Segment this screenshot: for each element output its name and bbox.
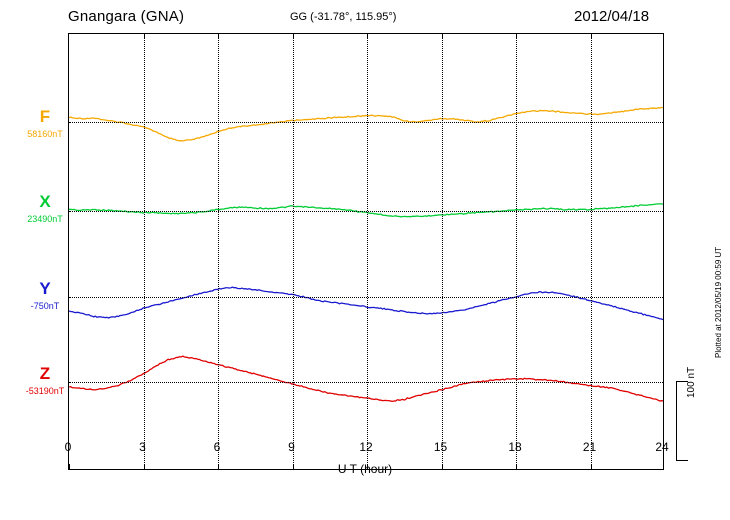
xtick-top-9	[292, 33, 294, 39]
xlabel-0: 0	[64, 440, 72, 454]
channel-baseline-Z: -53190nT	[25, 386, 65, 396]
station-coordinates: GG (-31.78°, 115.95°)	[290, 11, 397, 23]
trace-group	[69, 106, 663, 402]
xtick-12	[367, 464, 368, 470]
xlabel-9: 9	[288, 440, 295, 454]
plot-area	[68, 33, 664, 470]
channel-label-Z: Z	[39, 364, 51, 383]
xtick-top-3	[143, 33, 145, 39]
xtick-0	[69, 464, 70, 470]
scale-bar-cap-top	[676, 381, 688, 382]
channel-label-X: X	[39, 192, 51, 211]
page-title: Gnangara (GNA)	[68, 8, 185, 25]
xtick-top-15	[441, 33, 443, 39]
trace-Y	[69, 286, 663, 321]
baseline-X	[69, 211, 663, 212]
channel-label-Y: Y	[39, 279, 51, 298]
channel-baseline-F: 58160nT	[27, 129, 63, 139]
trace-Z	[69, 355, 663, 402]
xlabel-18: 18	[508, 440, 522, 454]
xtick-top-18	[516, 33, 517, 39]
xlabel-21: 21	[582, 440, 597, 454]
xlabel-24: 24	[655, 440, 669, 454]
scale-bar-line	[676, 381, 677, 461]
scale-bar	[676, 381, 690, 461]
gridline-21h	[590, 34, 592, 469]
xtick-top-21	[590, 33, 592, 39]
observation-date: 2012/04/18	[574, 8, 650, 25]
xtick-top-6	[218, 33, 219, 39]
channel-label-F: F	[39, 107, 51, 126]
baseline-F	[69, 122, 663, 123]
gridline-18h	[516, 34, 517, 469]
trace-F	[69, 106, 663, 142]
x-axis-title: U T (hour)	[337, 462, 393, 476]
xtick-18	[516, 464, 517, 470]
xtick-6	[218, 464, 219, 470]
xtick-21	[590, 464, 592, 470]
xlabel-15: 15	[433, 440, 448, 454]
gridline-15h	[441, 34, 443, 469]
xlabel-12: 12	[359, 440, 373, 454]
scale-bar-cap-bottom	[676, 460, 688, 461]
xtick-15	[441, 464, 443, 470]
xtick-24	[663, 464, 664, 470]
xlabel-6: 6	[213, 440, 221, 454]
gridline-6h	[218, 34, 219, 469]
scale-bar-label: 100 nT	[686, 366, 697, 398]
channel-baseline-X: 23490nT	[27, 214, 63, 224]
gridline-3h	[143, 34, 145, 469]
baseline-Y	[69, 297, 663, 298]
xlabel-3: 3	[139, 440, 146, 454]
trace-X	[69, 203, 663, 218]
gridline-9h	[292, 34, 294, 469]
channel-baseline-Y: -750nT	[30, 301, 60, 311]
xtick-9	[292, 464, 294, 470]
baseline-Z	[69, 382, 663, 383]
xtick-3	[143, 464, 145, 470]
gridline-12h	[367, 34, 368, 469]
plotted-timestamp: Plotted at 2012/05/19 00:59 UT	[714, 246, 723, 358]
xtick-top-12	[367, 33, 368, 39]
